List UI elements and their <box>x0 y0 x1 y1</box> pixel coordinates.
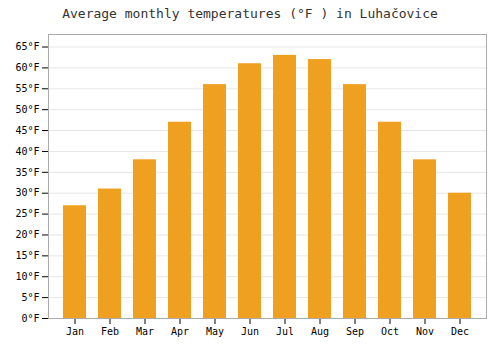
svg-text:Jan: Jan <box>66 326 84 337</box>
svg-text:40°F: 40°F <box>15 146 39 157</box>
svg-text:Mar: Mar <box>136 326 154 337</box>
svg-text:35°F: 35°F <box>15 167 39 178</box>
svg-text:50°F: 50°F <box>15 104 39 115</box>
svg-text:10°F: 10°F <box>15 271 39 282</box>
svg-text:30°F: 30°F <box>15 187 39 198</box>
svg-text:45°F: 45°F <box>15 125 39 136</box>
html-text:Average monthly temperatures (: Average monthly temperatures (°F ) in Lu… <box>62 6 438 21</box>
svg-text:25°F: 25°F <box>15 208 39 219</box>
svg-text:20°F: 20°F <box>15 229 39 240</box>
svg-text:Feb: Feb <box>101 326 119 337</box>
svg-text:May: May <box>206 326 224 337</box>
svg-text:55°F: 55°F <box>15 83 39 94</box>
svg-text:0°F: 0°F <box>21 313 39 324</box>
svg-text:15°F: 15°F <box>15 250 39 261</box>
svg-text:Apr: Apr <box>171 326 189 337</box>
svg-text:Nov: Nov <box>416 326 434 337</box>
svg-text:65°F: 65°F <box>15 41 39 52</box>
svg-text:Jun: Jun <box>241 326 259 337</box>
svg-text:Oct: Oct <box>381 326 399 337</box>
svg-text:5°F: 5°F <box>21 292 39 303</box>
svg-text:Sep: Sep <box>346 326 364 337</box>
svg-text:60°F: 60°F <box>15 62 39 73</box>
svg-text:Aug: Aug <box>311 326 329 337</box>
svg-text:Dec: Dec <box>451 326 469 337</box>
svg-text:Jul: Jul <box>276 326 294 337</box>
